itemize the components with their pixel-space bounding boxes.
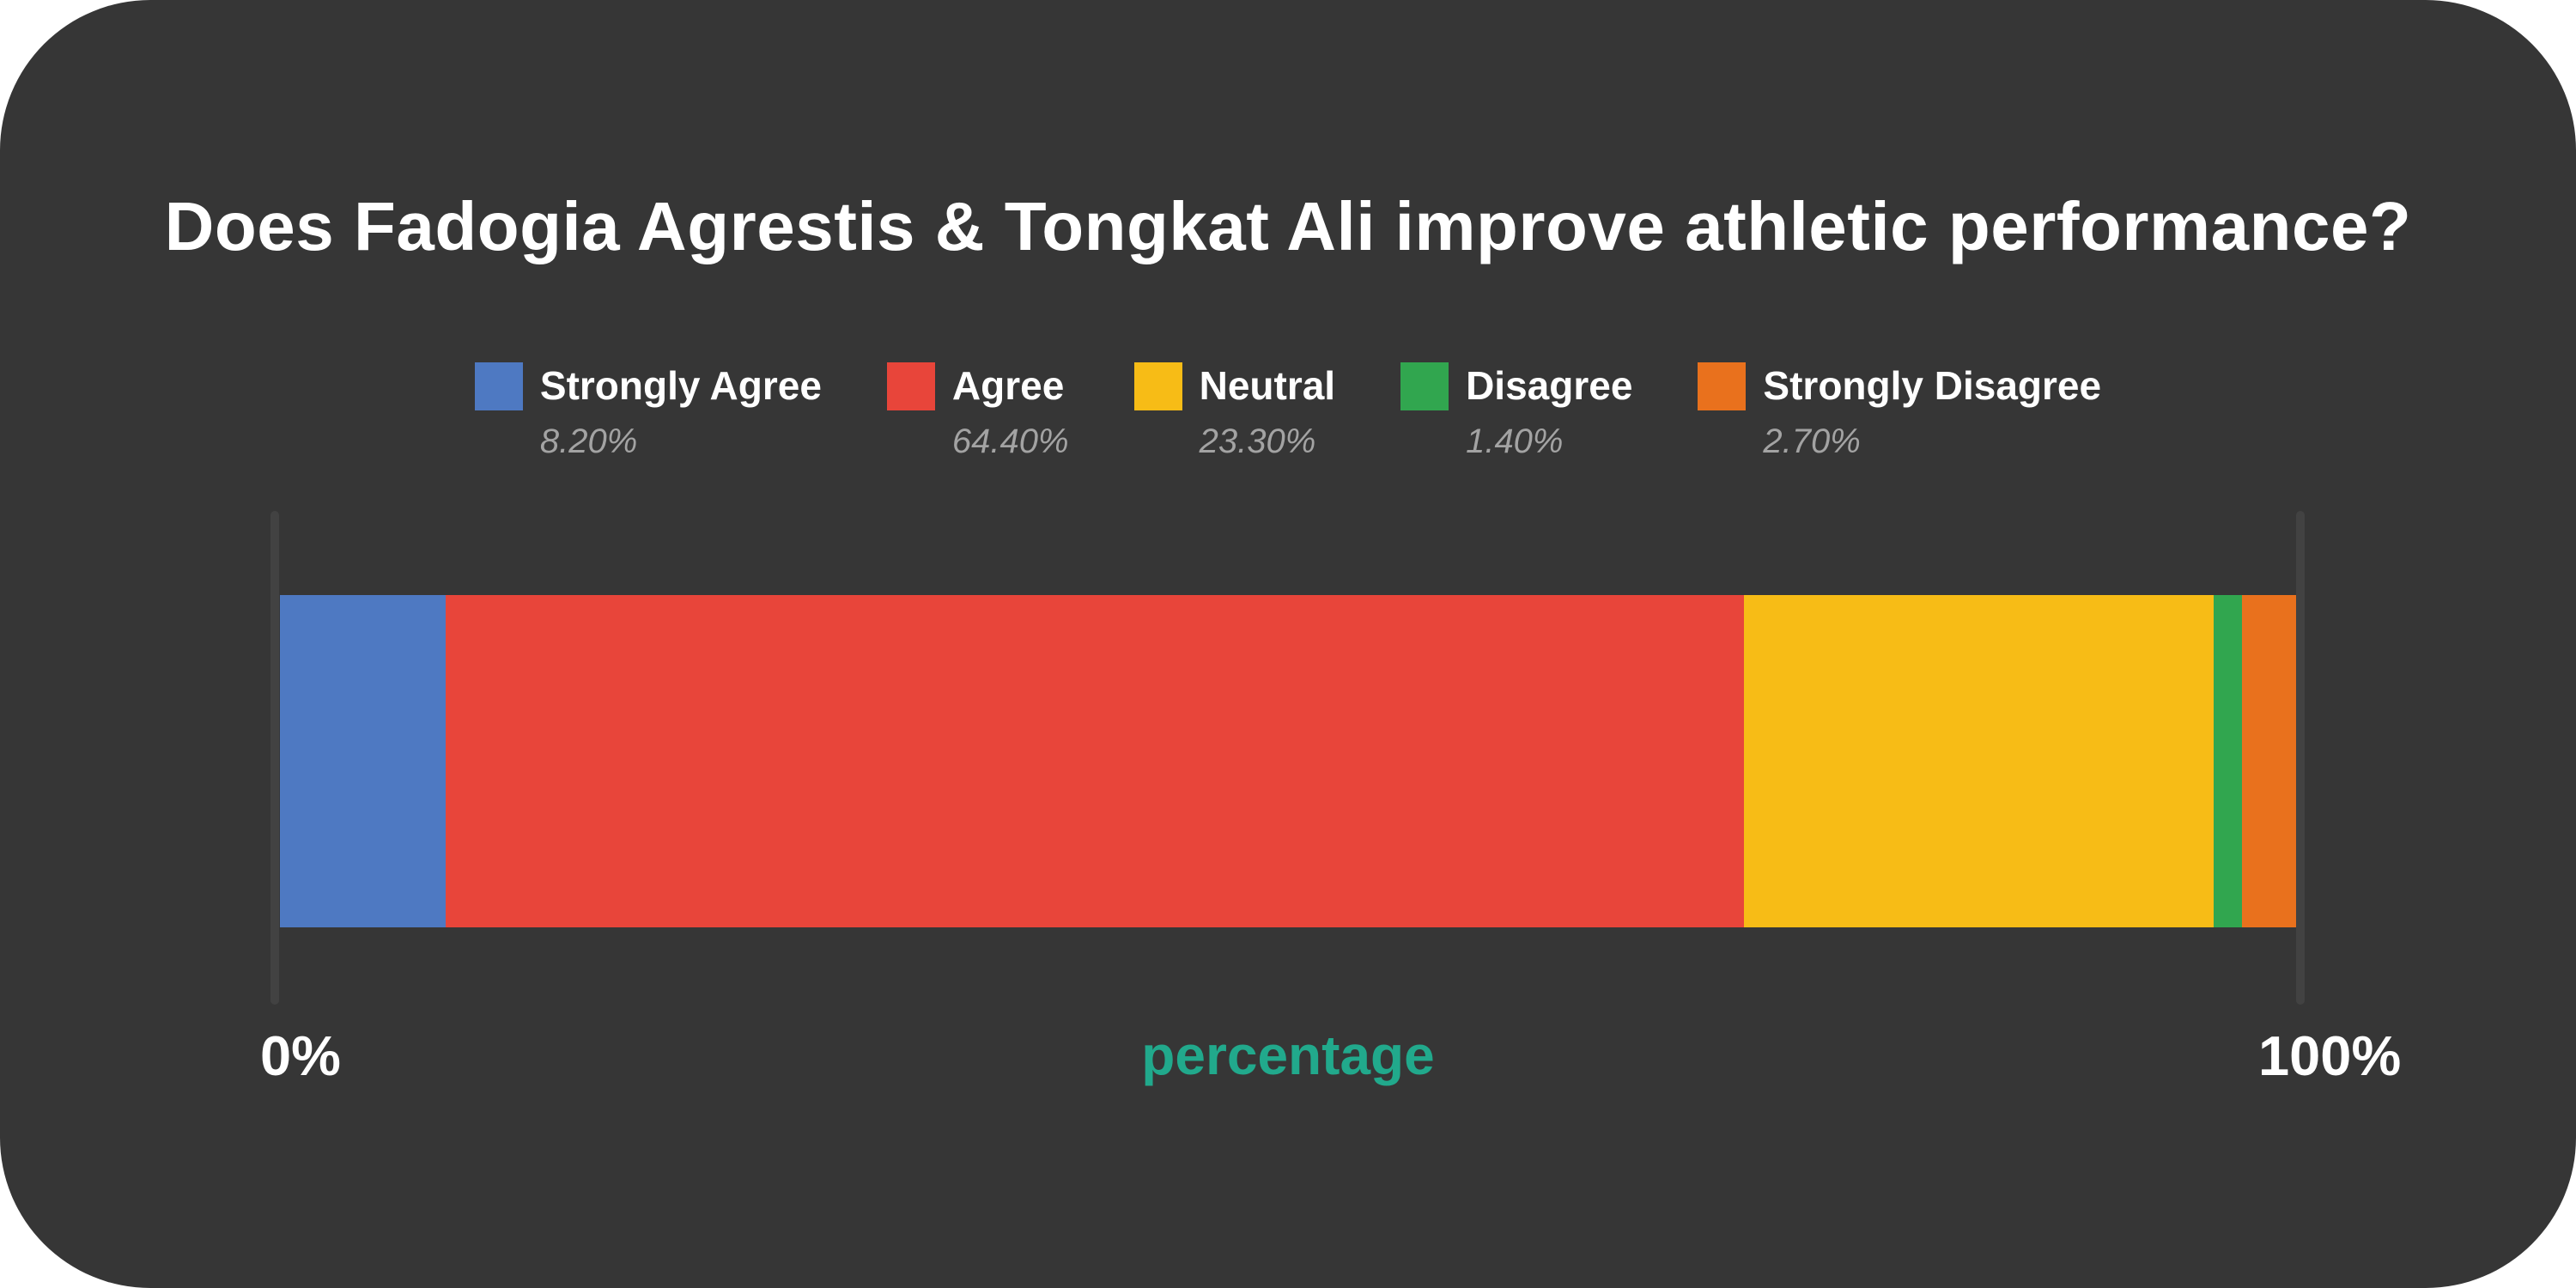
legend-swatch-icon	[1698, 362, 1747, 410]
legend-item: Disagree 1.40%	[1400, 361, 1632, 461]
legend-text: Neutral 23.30%	[1200, 361, 1335, 461]
legend-value: 2.70%	[1763, 422, 1861, 460]
legend-text: Agree 64.40%	[952, 361, 1069, 461]
axis-line-right	[2296, 511, 2305, 1005]
legend-label: Neutral	[1199, 363, 1336, 408]
axis-line-left	[270, 511, 279, 1005]
legend-item: Agree 64.40%	[886, 361, 1069, 461]
x-axis-title: percentage	[1141, 1024, 1435, 1086]
legend-swatch-icon	[1133, 362, 1182, 410]
legend-label: Agree	[951, 363, 1065, 408]
legend-value: 64.40%	[951, 422, 1069, 460]
legend-label: Strongly Agree	[539, 363, 822, 408]
legend-text: Disagree 1.40%	[1466, 361, 1632, 461]
legend-value: 23.30%	[1199, 422, 1316, 460]
legend-swatch-icon	[474, 362, 523, 410]
bar-segment-strongly-disagree	[2241, 595, 2296, 927]
legend-item: Neutral 23.30%	[1133, 361, 1335, 461]
legend-text: Strongly Disagree 2.70%	[1763, 361, 2101, 461]
legend-item: Strongly Disagree 2.70%	[1698, 361, 2101, 461]
bar-segment-strongly-agree	[280, 595, 446, 927]
bar-segment-disagree	[2213, 595, 2242, 927]
x-tick-min: 0%	[260, 1024, 341, 1087]
legend-swatch-icon	[1400, 362, 1449, 410]
bar-segment-neutral	[1743, 595, 2214, 927]
legend-item: Strongly Agree 8.20%	[474, 361, 822, 461]
stacked-bar	[280, 595, 2296, 927]
bar-segment-agree	[445, 595, 1744, 927]
legend-value: 1.40%	[1466, 422, 1564, 460]
legend-swatch-icon	[886, 362, 935, 410]
chart-title: Does Fadogia Agrestis & Tongkat Ali impr…	[164, 188, 2412, 264]
legend-label: Strongly Disagree	[1763, 363, 2102, 408]
legend-text: Strongly Agree 8.20%	[540, 361, 822, 461]
legend: Strongly Agree 8.20% Agree 64.40% Neutral 23.…	[0, 361, 2576, 461]
legend-value: 8.20%	[539, 422, 638, 460]
x-tick-max: 100%	[2258, 1024, 2402, 1087]
legend-label: Disagree	[1466, 363, 1633, 408]
